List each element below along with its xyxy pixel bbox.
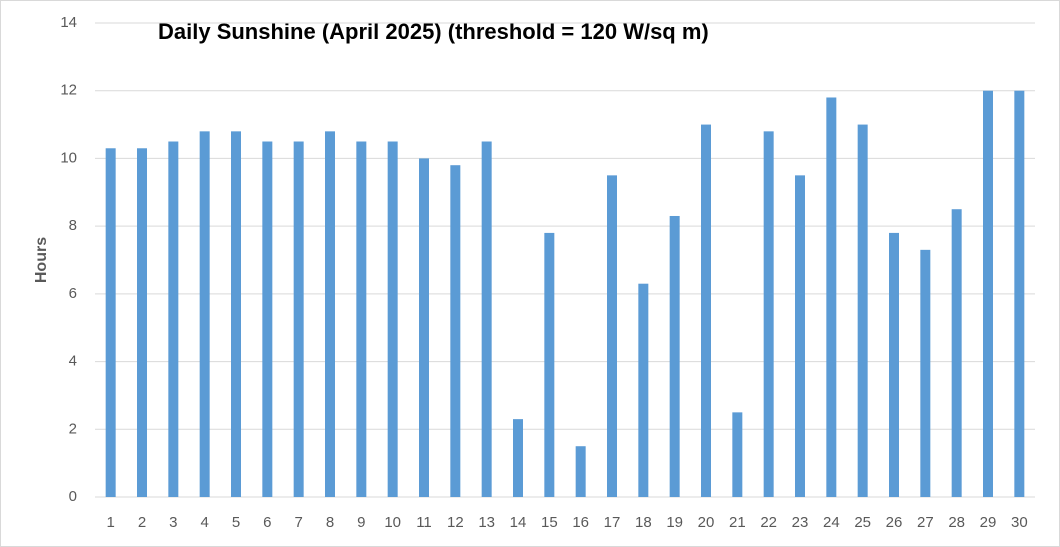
bar bbox=[701, 124, 711, 498]
bar bbox=[481, 141, 492, 497]
x-tick-label: 2 bbox=[138, 514, 146, 531]
bar bbox=[199, 131, 210, 498]
bar bbox=[920, 249, 931, 497]
bar bbox=[607, 175, 617, 497]
y-axis-label: Hours bbox=[33, 237, 50, 283]
x-tick-label: 21 bbox=[729, 514, 746, 531]
x-tick-label: 24 bbox=[823, 514, 840, 531]
x-tick-label: 10 bbox=[384, 514, 401, 531]
y-tick-label: 10 bbox=[60, 149, 77, 166]
x-tick-label: 26 bbox=[886, 514, 903, 531]
bar bbox=[387, 141, 398, 497]
bar bbox=[795, 175, 805, 497]
y-tick-label: 4 bbox=[69, 353, 77, 370]
x-tick-label: 14 bbox=[510, 514, 527, 531]
x-tick-label: 7 bbox=[294, 514, 302, 531]
bar bbox=[544, 232, 555, 497]
bar bbox=[669, 215, 680, 497]
bar bbox=[857, 124, 868, 498]
bar bbox=[262, 141, 273, 497]
x-tick-label: 8 bbox=[326, 514, 334, 531]
x-tick-label: 5 bbox=[232, 514, 240, 531]
x-tick-label: 15 bbox=[541, 514, 558, 531]
x-tick-label: 16 bbox=[572, 514, 589, 531]
bar bbox=[575, 446, 586, 497]
bar bbox=[763, 131, 774, 498]
bar bbox=[293, 141, 304, 497]
y-tick-label: 0 bbox=[69, 488, 77, 505]
x-tick-label: 28 bbox=[948, 514, 965, 531]
x-tick-label: 23 bbox=[792, 514, 809, 531]
bar bbox=[983, 90, 993, 497]
x-tick-label: 11 bbox=[416, 514, 432, 531]
bar bbox=[826, 97, 837, 497]
bar bbox=[1014, 90, 1025, 497]
x-tick-label: 29 bbox=[980, 514, 997, 531]
bar bbox=[513, 419, 523, 497]
bar bbox=[356, 141, 367, 497]
x-tick-label: 22 bbox=[760, 514, 777, 531]
y-tick-label: 14 bbox=[60, 14, 77, 31]
bar bbox=[419, 158, 429, 497]
x-tick-label: 3 bbox=[169, 514, 177, 531]
y-tick-label: 6 bbox=[69, 285, 77, 302]
x-tick-label: 12 bbox=[447, 514, 464, 531]
bar bbox=[638, 283, 649, 497]
bar bbox=[325, 131, 335, 498]
x-tick-label: 20 bbox=[698, 514, 715, 531]
x-tick-label: 4 bbox=[200, 514, 208, 531]
y-tick-label: 12 bbox=[60, 82, 77, 99]
x-tick-label: 13 bbox=[478, 514, 495, 531]
bar bbox=[732, 412, 743, 497]
bar bbox=[105, 148, 116, 497]
x-tick-label: 6 bbox=[263, 514, 271, 531]
x-tick-label: 17 bbox=[604, 514, 621, 531]
bar bbox=[450, 165, 461, 497]
x-tick-label: 1 bbox=[106, 514, 114, 531]
bar bbox=[231, 131, 241, 498]
bar bbox=[168, 141, 179, 497]
bar bbox=[889, 232, 899, 497]
x-tick-label: 27 bbox=[917, 514, 934, 531]
y-tick-label: 8 bbox=[69, 217, 77, 234]
x-tick-label: 9 bbox=[357, 514, 365, 531]
y-tick-label: 2 bbox=[69, 420, 77, 437]
bar bbox=[951, 209, 962, 497]
x-tick-label: 30 bbox=[1011, 514, 1028, 531]
bar bbox=[137, 148, 147, 497]
x-tick-label: 25 bbox=[854, 514, 871, 531]
x-tick-label: 18 bbox=[635, 514, 652, 531]
x-tick-label: 19 bbox=[666, 514, 683, 531]
